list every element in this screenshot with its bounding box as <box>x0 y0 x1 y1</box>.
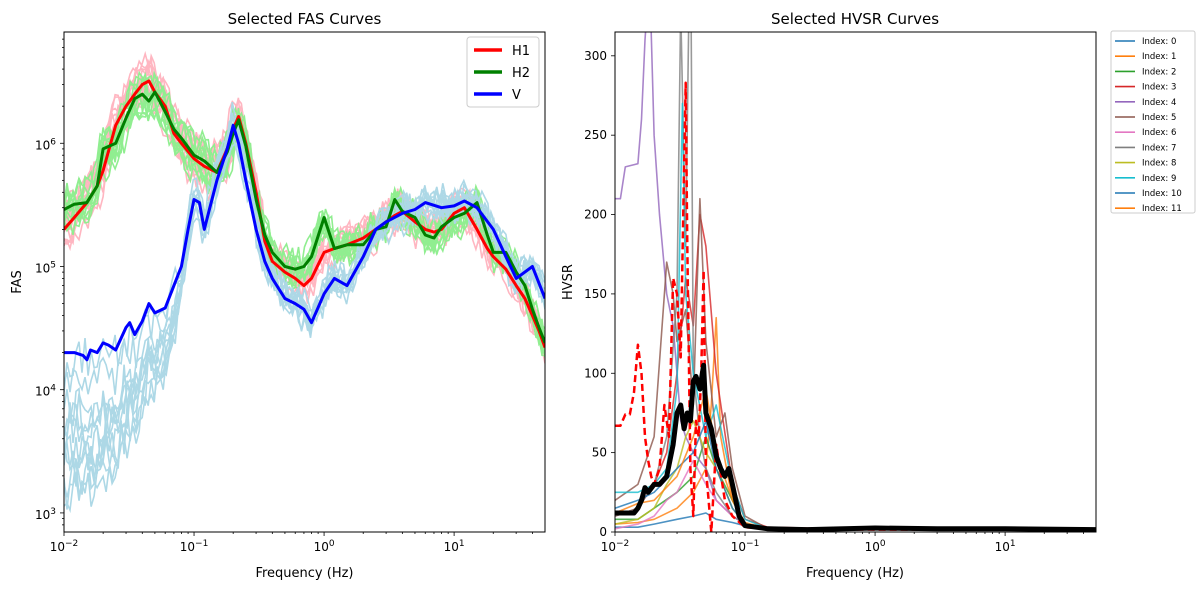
hvsr-legend-label: Index: 11 <box>1142 204 1182 214</box>
hvsr-y-tick-label: 100 <box>584 366 607 380</box>
hvsr-legend-label: Index: 6 <box>1142 128 1176 138</box>
hvsr-legend-label: Index: 8 <box>1142 159 1176 169</box>
fas-v-individual-curve <box>64 122 545 514</box>
fas-legend-label: H2 <box>512 66 530 81</box>
hvsr-chart-title: Selected HVSR Curves <box>771 10 939 28</box>
hvsr-legend-label: Index: 7 <box>1142 143 1176 153</box>
fas-series-h1 <box>64 79 545 349</box>
hvsr-legend-label: Index: 10 <box>1142 189 1182 199</box>
hvsr-y-tick-label: 300 <box>584 49 607 63</box>
hvsr-legend-label: Index: 5 <box>1142 113 1176 123</box>
fas-chart-title: Selected FAS Curves <box>228 10 382 28</box>
fas-plot-frame <box>63 31 546 533</box>
fas-legend-label: H1 <box>512 44 530 59</box>
hvsr-y-tick-label: 50 <box>592 446 607 460</box>
hvsr-legend-box <box>1110 30 1196 214</box>
hvsr-x-axis-label: Frequency (Hz) <box>806 566 904 581</box>
hvsr-y-tick-label: 150 <box>584 287 607 301</box>
fas-legend-box <box>466 36 540 108</box>
hvsr-plot-frame <box>614 31 1097 533</box>
hvsr-y-tick-label: 250 <box>584 128 607 142</box>
hvsr-y-tick-label: 200 <box>584 208 607 222</box>
fas-chart: Selected FAS Curves 10−2 10−1 100 101 10310… <box>10 10 546 581</box>
fas-series-v <box>64 123 545 362</box>
hvsr-legend: Index: 0 Index: 1 Index: 2 Index: 3 Index: 4… <box>1110 30 1196 214</box>
hvsr-legend-label: Index: 1 <box>1142 52 1176 62</box>
hvsr-y-axis-label: HVSR <box>561 264 576 300</box>
fas-h2-individual-curve <box>64 102 545 357</box>
fas-legend-label: V <box>512 88 521 103</box>
fas-v-individual-curve <box>64 101 545 477</box>
hvsr-median-curve <box>615 362 1096 532</box>
hvsr-chart: Selected HVSR Curves 10−2 10−1 100 101 0501… <box>561 10 1196 581</box>
fas-legend: H1 H2 V <box>466 36 540 108</box>
hvsr-legend-label: Index: 9 <box>1142 174 1176 184</box>
fas-y-axis-label: FAS <box>10 270 25 293</box>
hvsr-mean-dashed-curve <box>615 81 1096 532</box>
hvsr-legend-label: Index: 4 <box>1142 98 1176 108</box>
hvsr-legend-label: Index: 0 <box>1142 37 1176 47</box>
hvsr-legend-label: Index: 2 <box>1142 67 1176 77</box>
hvsr-y-tick-label: 0 <box>599 525 607 539</box>
hvsr-legend-label: Index: 3 <box>1142 83 1176 93</box>
fas-x-axis-label: Frequency (Hz) <box>255 566 353 581</box>
